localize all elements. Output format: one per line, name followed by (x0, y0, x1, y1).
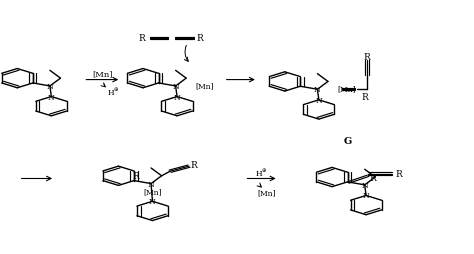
Text: N: N (173, 93, 181, 101)
Text: R: R (362, 92, 368, 101)
Text: H$^{\oplus}$: H$^{\oplus}$ (107, 86, 119, 97)
Text: R: R (132, 171, 139, 180)
Text: [Mn]: [Mn] (143, 187, 162, 195)
Text: [Mn]: [Mn] (92, 70, 112, 78)
Text: R: R (191, 160, 197, 169)
Text: N: N (46, 83, 53, 91)
Text: G: G (344, 136, 352, 145)
Text: [Mn]: [Mn] (195, 82, 214, 90)
Text: N: N (314, 86, 321, 94)
Text: H$^{\oplus}$: H$^{\oplus}$ (255, 167, 268, 179)
Text: [Mn]: [Mn] (257, 188, 275, 196)
Text: [Mn]: [Mn] (338, 85, 356, 93)
Text: R: R (369, 173, 376, 182)
Text: N: N (363, 192, 369, 200)
Text: R: R (138, 34, 145, 43)
Text: N: N (361, 181, 368, 189)
Text: N: N (149, 198, 156, 205)
Text: R: R (197, 34, 203, 43)
Text: N: N (48, 93, 55, 101)
Text: N: N (316, 97, 322, 104)
Text: N: N (148, 180, 155, 188)
Text: R: R (396, 169, 402, 178)
Text: N: N (172, 83, 179, 91)
Text: R: R (364, 53, 370, 61)
